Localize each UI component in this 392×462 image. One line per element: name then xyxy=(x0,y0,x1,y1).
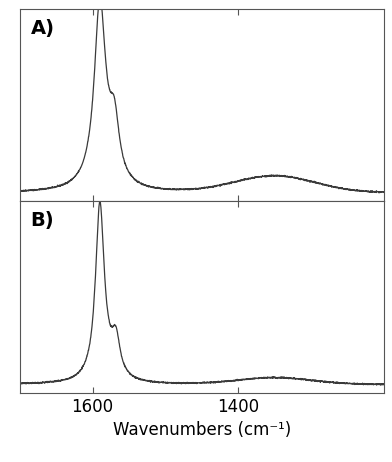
Text: B): B) xyxy=(31,211,54,230)
X-axis label: Wavenumbers (cm⁻¹): Wavenumbers (cm⁻¹) xyxy=(113,421,291,439)
Text: A): A) xyxy=(31,19,54,38)
